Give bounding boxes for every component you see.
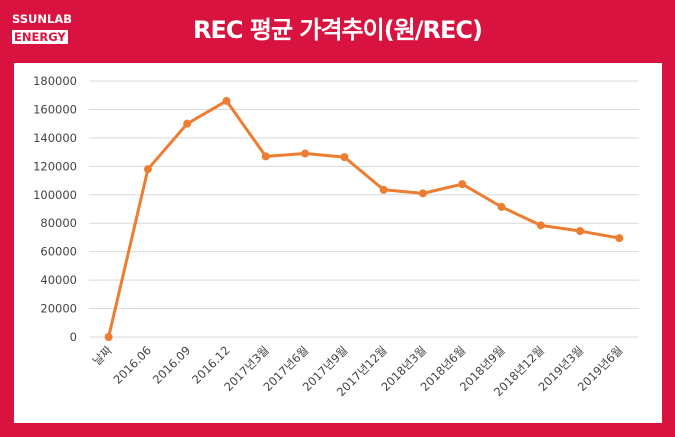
- logo-line-top: SSUNLAB: [12, 12, 73, 26]
- data-point: [418, 189, 427, 198]
- y-tick-label: 140000: [33, 131, 77, 145]
- x-tick-label: 2016.06: [111, 343, 155, 387]
- series-line: [107, 99, 620, 338]
- y-tick-label: 40000: [40, 273, 77, 287]
- chart-panel: 0 20000 40000 60000 80000 100000 120000 140000 1…: [14, 63, 662, 423]
- y-tick-label: 80000: [40, 216, 77, 230]
- line-chart: 0 20000 40000 60000 80000 100000 120000 140000 1…: [33, 74, 639, 399]
- chart-title: REC 평균 가격추이(원/REC): [193, 16, 483, 44]
- data-point: [576, 227, 585, 236]
- x-tick-label: 2016.09: [150, 343, 194, 387]
- data-point: [458, 180, 467, 189]
- y-tick-label: 180000: [33, 74, 77, 88]
- x-axis-tick-labels: 날짜2016.062016.092016.122017년3월2017년6월201…: [90, 343, 626, 399]
- series-group: [104, 96, 624, 341]
- y-tick-label: 100000: [33, 188, 77, 202]
- data-point: [301, 149, 310, 158]
- data-point: [222, 96, 231, 105]
- data-point: [340, 153, 349, 162]
- data-point: [104, 333, 113, 341]
- data-point: [497, 202, 506, 211]
- data-point: [379, 185, 388, 194]
- x-tick-label: 날짜: [90, 343, 115, 368]
- y-tick-label: 0: [70, 330, 77, 344]
- brand-logo: SSUNLAB ENERGY: [12, 12, 86, 45]
- y-tick-label: 60000: [40, 245, 77, 259]
- data-point: [615, 234, 624, 243]
- data-point: [183, 119, 192, 128]
- y-tick-label: 160000: [33, 102, 77, 116]
- logo-line-bottom: ENERGY: [12, 30, 68, 44]
- y-tick-label: 20000: [40, 302, 77, 316]
- data-point: [536, 221, 545, 230]
- gridlines: [89, 80, 639, 338]
- y-tick-label: 120000: [33, 159, 77, 173]
- data-point: [261, 152, 270, 161]
- y-axis-tick-labels: 0 20000 40000 60000 80000 100000 120000 140000 1…: [33, 74, 77, 344]
- data-point: [143, 165, 152, 174]
